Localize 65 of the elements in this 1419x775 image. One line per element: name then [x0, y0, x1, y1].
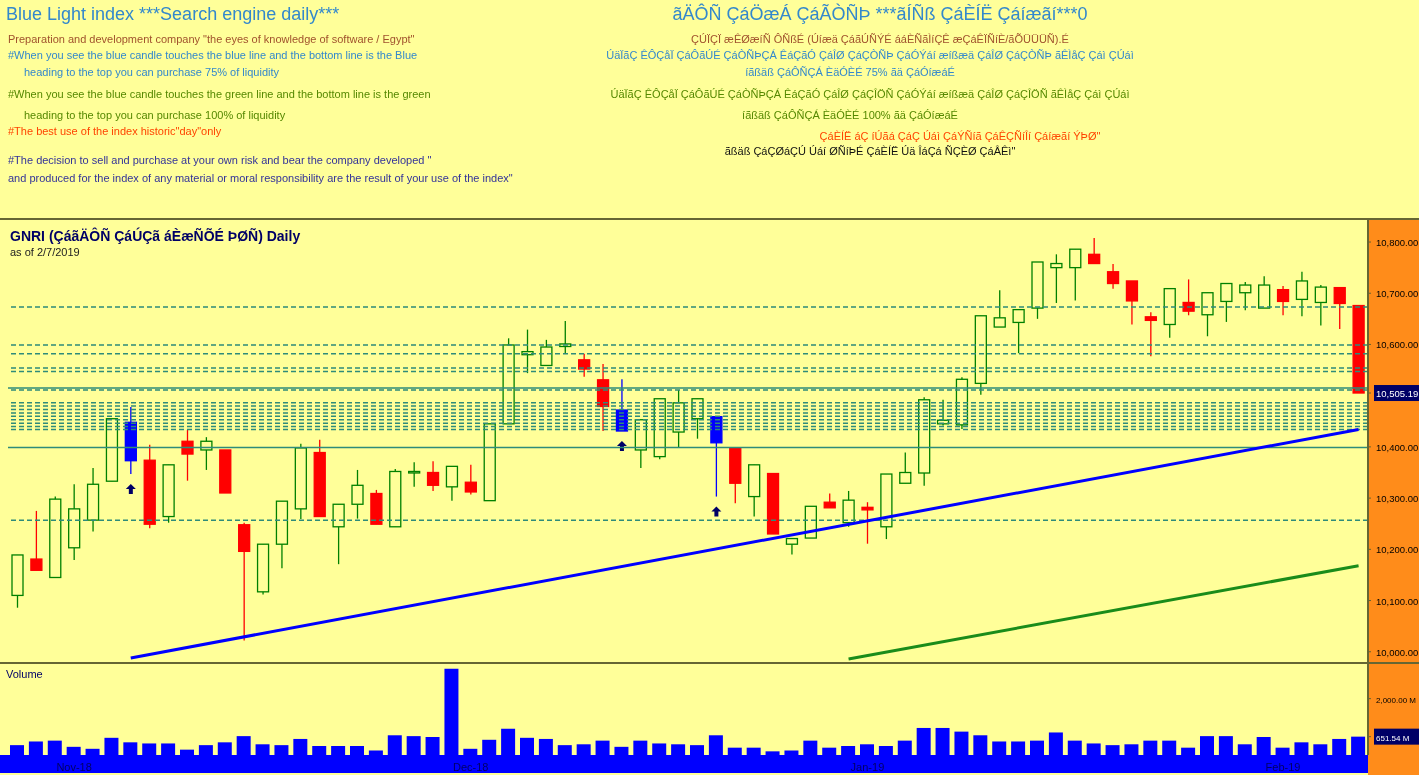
text: ÇÚÏÇÏ æÊØæíÑ ÔÑßÉ (Úíæä ÇáãÚÑÝÉ ááÈÑãÌíÇÊ æÇáÊÏÑíÈ/ãÕÜÜÜÑ).É [691, 33, 1069, 45]
text: ãßäß ÇáÇØáÇÚ Úáí ØÑíÞÉ ÇáÈÍË Úä ÎáÇá ÑÇÈØ ÇáÂÊì" [724, 145, 1016, 157]
candlestick [408, 461, 421, 488]
text: as of 2/7/2019 [10, 246, 80, 258]
candlestick [351, 469, 364, 520]
x-tick-label: Nov-18 [56, 760, 92, 773]
y-tick-label: 10,600.00 [1376, 339, 1419, 351]
text: #When you see the blue candle touches the blue line and the bottom line is the Blue [8, 49, 418, 61]
y-tick-label: 10,700.00 [1376, 288, 1419, 300]
candlestick [861, 501, 874, 545]
text: ãÄÔÑ ÇáÖæÁ ÇáÃÒÑÞ ***ãÍÑß ÇáÈÍË Çáíæãí***0 [672, 4, 1088, 25]
candlestick [1314, 284, 1327, 327]
candlestick [200, 436, 213, 471]
candlestick [1220, 282, 1233, 323]
text: ÚäÏãÇ ÊÔÇåÏ ÇáÔãÚÉ ÇáÒÑÞÇÁ ÊáÇãÓ ÇáÎØ ÇáÇÎÖÑ ÇáÓÝáí æíßæä ÇáÎØ ÇáÇÎÖÑ ãÊÌåÇ Çáì ÇÚáì [610, 88, 1130, 100]
y-tick-label: 651.54 M [1376, 733, 1410, 743]
text: ÚäÏãÇ ÊÔÇåÏ ÇáÔãÚÉ ÇáÒÑÞÇÁ ÊáÇãÓ ÇáÎØ ÇáÇÒÑÞ ÇáÓÝáí æíßæä ÇáÎØ ÇáÇÒÑÞ ãÊÌåÇ Çáì ÇÚáì [606, 49, 1134, 61]
y-tick-label: 10,200.00 [1376, 544, 1419, 556]
candlestick [445, 465, 459, 502]
text: íãßäß ÇáÔÑÇÁ ÈäÓÈÉ 100% ãä ÇáÓíæáÉ [742, 109, 958, 121]
y-tick-label: 10,505.19 [1376, 388, 1419, 400]
chart-title: Volume [6, 668, 43, 680]
x-tick-label: Feb-19 [1265, 760, 1301, 773]
candlestick [30, 510, 43, 571]
candlestick [1050, 253, 1063, 304]
candlestick [540, 339, 553, 367]
candlestick [1106, 263, 1120, 290]
x-tick-label: Jan-19 [850, 760, 885, 773]
candlestick [1088, 237, 1101, 265]
candlestick [426, 460, 440, 492]
candlestick [1182, 278, 1195, 316]
x-tick-label: Dec-18 [453, 760, 489, 773]
text: Blue Light index ***Search engine daily*** [6, 4, 340, 25]
candlestick [899, 451, 912, 484]
text: heading to the top you can purchase 100% of liquidity [24, 109, 286, 121]
text: íãßäß ÇáÔÑÇÁ ÈäÓÈÉ 75% ãä ÇáÓíæáÉ [745, 66, 955, 78]
candlestick [1239, 281, 1252, 311]
text: and produced for the index of any material or moral responsibility are the result of your use of the index" [8, 172, 513, 184]
candlestick [1144, 311, 1157, 357]
text: Preparation and development company "the eyes of knowledge of software / Egypt" [8, 33, 415, 45]
text: heading to the top you can purchase 75% of liquidity [24, 66, 280, 78]
y-tick-label: 2,000.00 M [1376, 695, 1417, 705]
y-tick-label: 10,400.00 [1376, 441, 1419, 453]
candlestick [1276, 285, 1290, 316]
candlestick [181, 429, 194, 482]
candlestick [1012, 308, 1025, 354]
candlestick [1333, 286, 1346, 330]
candlestick [464, 464, 477, 496]
candlestick [1258, 275, 1271, 309]
text: GNRI (ÇáãÄÔÑ ÇáÚÇã áÈæÑÕÉ ÞØÑ) Daily [10, 228, 301, 244]
y-tick-label: 10,800.00 [1376, 237, 1419, 249]
candlestick [332, 503, 345, 565]
text: #When you see the blue candle touches the green line and the bottom line is the green [8, 88, 431, 100]
candlestick [1069, 248, 1082, 302]
text: ÇáÈÍË áÇ íÚãá ÇáÇ Úáì ÇáÝÑíã ÇáÊÇÑíÎí Çáíæãí ÝÞØ" [819, 130, 1101, 142]
candlestick [1201, 292, 1214, 337]
y-tick-label: 10,000.00 [1376, 646, 1419, 658]
y-tick-label: 10,100.00 [1376, 595, 1419, 607]
y-tick-label: 10,300.00 [1376, 493, 1419, 505]
candlestick [842, 490, 855, 528]
candlestick [1295, 271, 1309, 317]
text: #The decision to sell and purchase at your own risk and bear the company developed " [8, 154, 432, 166]
candlestick [1125, 280, 1139, 326]
candlestick [993, 289, 1006, 328]
text: #The best use of the index historic"day"only [8, 125, 222, 137]
